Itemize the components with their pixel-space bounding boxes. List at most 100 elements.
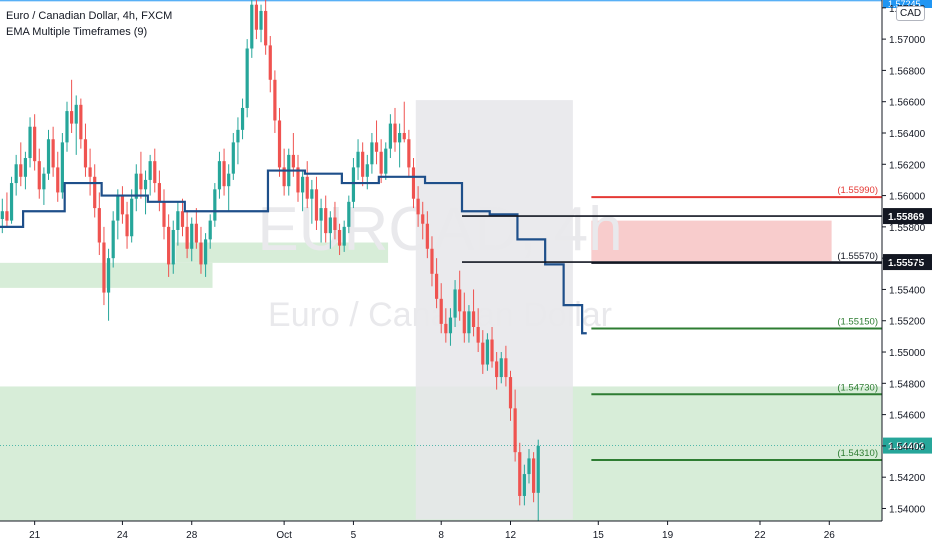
time-tick-label: 5 [351, 530, 357, 541]
candle-down [5, 211, 9, 221]
candle-down [79, 104, 83, 140]
candle-down [411, 167, 416, 199]
candle-down [425, 223, 429, 249]
candle-up [190, 223, 194, 249]
candle-up [231, 142, 235, 174]
candle-up [356, 151, 360, 168]
candle-up [319, 208, 323, 221]
top-price-tag-label: 1.57245 [888, 0, 921, 9]
top-price-tag-bg [883, 0, 932, 8]
candle-up [74, 104, 78, 124]
candle-up [499, 358, 503, 378]
candle-down [83, 139, 88, 168]
candle-up [453, 289, 457, 318]
time-tick-label: 21 [29, 530, 41, 541]
candle-up [384, 148, 388, 174]
price-tick-label: 1.55000 [889, 348, 926, 359]
candle-up [370, 142, 374, 165]
candle-up [9, 183, 14, 221]
price-axis-tag-bg [883, 208, 932, 225]
candle-down [180, 211, 185, 227]
price-tick-label: 1.56200 [889, 160, 926, 171]
candle-up [398, 132, 402, 143]
candle-down [37, 161, 41, 190]
price-axis-tag-bg [883, 254, 932, 271]
candle-down [157, 183, 161, 202]
candle-down [222, 161, 226, 187]
candle-up [134, 173, 138, 199]
candle-down [421, 214, 425, 224]
candle-up [130, 198, 134, 237]
price-tick-label: 1.55400 [889, 285, 926, 296]
candle-down [296, 167, 300, 193]
candle-down [532, 458, 536, 493]
candle-up [217, 161, 222, 190]
price-tick-label: 1.54800 [889, 379, 926, 390]
candle-down [402, 132, 406, 140]
candle-down [51, 139, 55, 168]
price-tick-label: 1.54000 [889, 504, 926, 515]
candle-down [314, 189, 319, 221]
candle-up [236, 129, 240, 143]
time-tick-label: 26 [824, 530, 836, 541]
candle-up [250, 4, 254, 49]
candle-up [213, 189, 217, 221]
candle-down [444, 323, 448, 334]
price-tick-label: 1.55600 [889, 254, 926, 265]
candle-up [176, 211, 180, 230]
candle-up [522, 474, 526, 496]
candle-down [481, 342, 485, 365]
candle-up [388, 123, 392, 149]
candle-up [23, 158, 28, 177]
candle-down [518, 452, 522, 496]
supply-zone [591, 220, 832, 262]
candle-down [476, 326, 480, 343]
price-axis-tag-label: 1.55869 [888, 212, 925, 223]
levels-layer: (1.55990) (1.55570) (1.55150) (1.54730) (1.5… [462, 0, 932, 461]
candle-down [305, 176, 309, 199]
candle-up [310, 189, 314, 199]
candle-down [194, 223, 198, 243]
candle-down [120, 195, 125, 215]
candle-down [490, 339, 494, 362]
candle-up [351, 167, 356, 202]
candle-down [264, 10, 268, 46]
candle-up [245, 48, 249, 108]
currency-badge[interactable]: CAD [896, 6, 926, 21]
candle-up [0, 211, 4, 220]
price-tick-label: 1.56000 [889, 192, 926, 203]
candle-down [199, 242, 203, 265]
level-label: (1.54310) [837, 448, 878, 459]
price-tick-label: 1.55200 [889, 317, 926, 328]
time-tick-label: 12 [505, 530, 517, 541]
candle-down [439, 298, 443, 324]
candle-down [56, 167, 60, 193]
candle-up [60, 142, 64, 193]
candle-down [495, 361, 499, 378]
support-zone-mid [175, 242, 389, 263]
price-tick-label: 1.54600 [889, 411, 926, 422]
price-tick-label: 1.54400 [889, 442, 926, 453]
candle-down [407, 139, 411, 168]
candle-up [328, 217, 332, 234]
candle-up [106, 258, 111, 293]
candle-down [508, 377, 513, 409]
candle-down [462, 311, 466, 334]
candle-down [393, 123, 397, 143]
level-label: (1.54730) [837, 382, 878, 393]
candle-down [291, 154, 295, 168]
candle-down [102, 242, 106, 293]
candle-down [416, 198, 420, 215]
price-tick-label: 1.56800 [889, 66, 926, 77]
candle-up [240, 107, 245, 130]
candle-down [374, 142, 379, 152]
candle-down [361, 151, 365, 177]
candle-up [28, 126, 32, 159]
time-tick-label: 8 [438, 530, 444, 541]
candle-down [277, 120, 282, 168]
price-tick-label: 1.57000 [889, 35, 926, 46]
time-tick-label: 28 [186, 530, 198, 541]
price-tick-label: 1.55800 [889, 223, 926, 234]
candle-down [273, 79, 277, 121]
